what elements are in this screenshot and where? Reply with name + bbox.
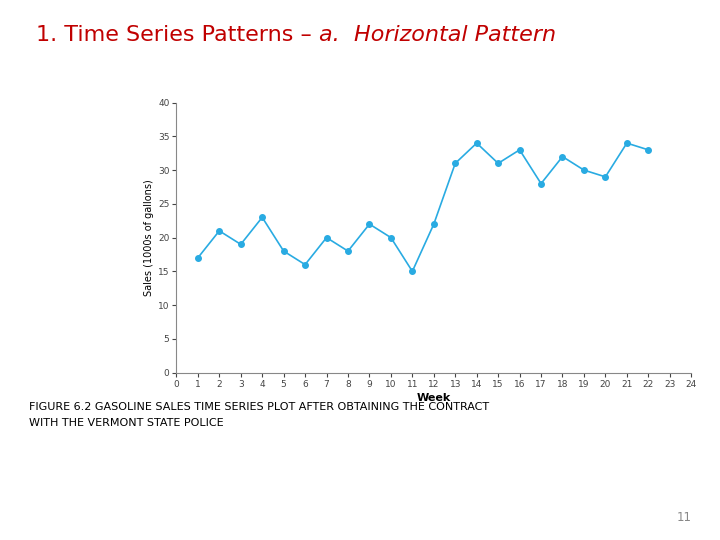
- Y-axis label: Sales (1000s of gallons): Sales (1000s of gallons): [144, 179, 154, 296]
- Text: FIGURE 6.2 GASOLINE SALES TIME SERIES PLOT AFTER OBTAINING THE CONTRACT: FIGURE 6.2 GASOLINE SALES TIME SERIES PL…: [29, 402, 489, 413]
- Text: a.  Horizontal Pattern: a. Horizontal Pattern: [319, 25, 556, 45]
- Text: 11: 11: [676, 511, 691, 524]
- Text: 1. Time Series Patterns –: 1. Time Series Patterns –: [36, 25, 319, 45]
- Text: WITH THE VERMONT STATE POLICE: WITH THE VERMONT STATE POLICE: [29, 418, 223, 429]
- X-axis label: Week: Week: [417, 393, 451, 403]
